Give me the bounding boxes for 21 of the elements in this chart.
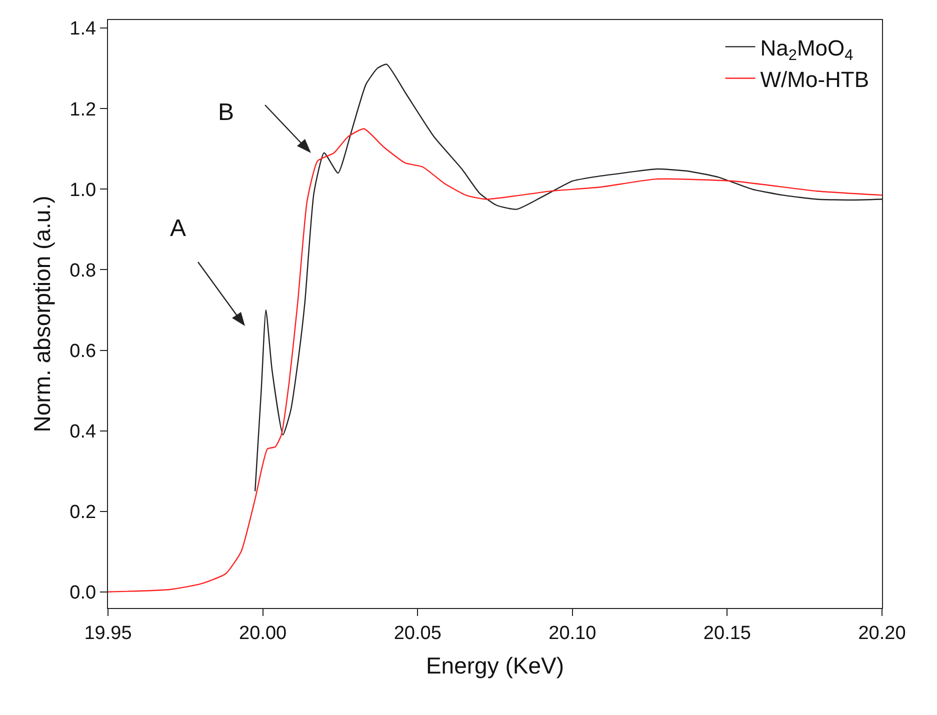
annotation: B (218, 99, 234, 126)
legend-label: Na$_{2}$MoO$_{4}$ (760, 35, 854, 64)
line-series (108, 128, 882, 592)
x-tick-label: 20.00 (239, 622, 287, 644)
y-tick-label: 0.8 (70, 260, 96, 282)
y-tick-label: 0.0 (70, 582, 96, 604)
y-tick-label: 0.2 (70, 502, 96, 523)
y-tick-label: 1.2 (70, 99, 96, 120)
y-tick-label: 0.4 (70, 421, 97, 442)
annotation: A (170, 215, 186, 242)
y-tick-label: 0.6 (70, 340, 96, 362)
x-tick-label: 20.05 (394, 622, 442, 644)
x-tick-label: 19.95 (84, 622, 132, 644)
x-tick-label: 20.20 (858, 622, 906, 644)
y-axis-title: Norm. absorption (a.u.) (29, 196, 56, 432)
x-axis-title: Energy (KeV) (426, 652, 564, 678)
legend-label: W/Mo-HTB (760, 66, 870, 92)
x-tick-label: 20.15 (703, 622, 751, 644)
y-tick-label: 1.4 (70, 18, 97, 40)
x-tick-label: 20.10 (548, 622, 596, 644)
y-tick-label: 1.0 (70, 180, 96, 201)
